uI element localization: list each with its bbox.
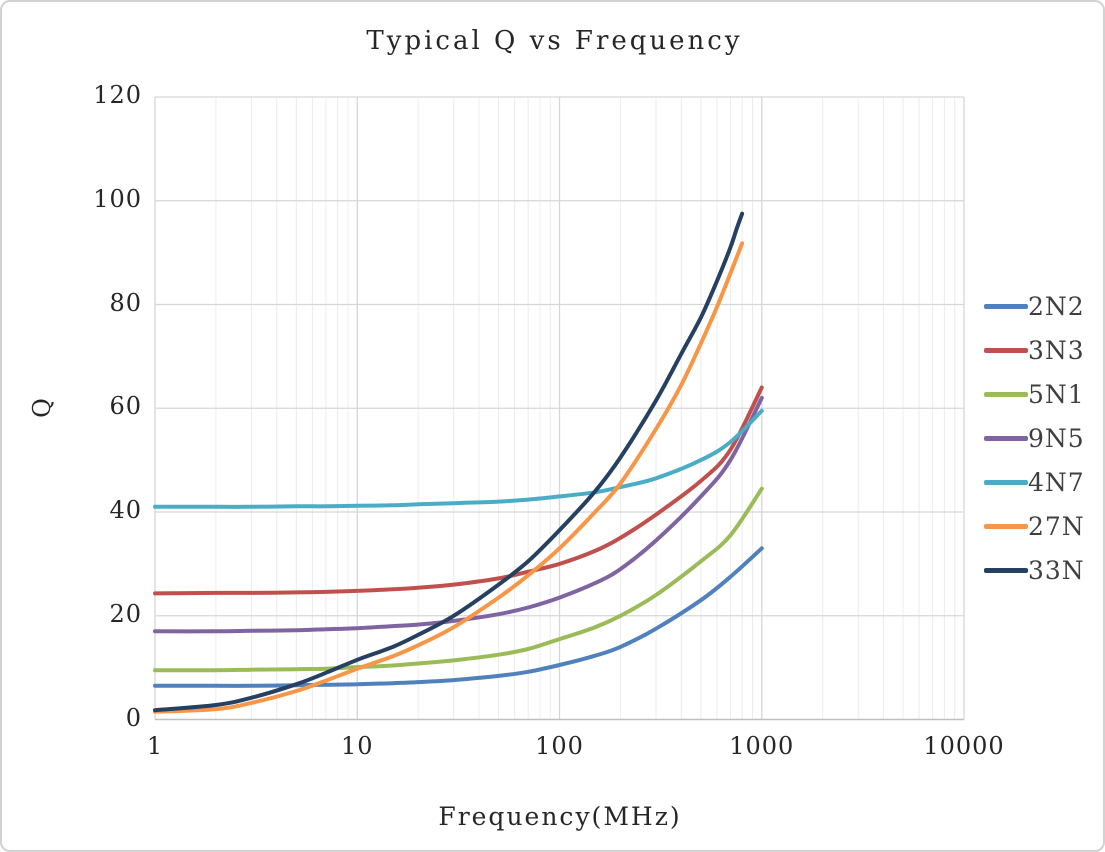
series-line-3N3 bbox=[153, 385, 764, 596]
y-tick-label-0: 0 bbox=[125, 703, 142, 732]
series-line-9N5 bbox=[153, 395, 764, 634]
legend-label-4N7: 4N7 bbox=[1028, 467, 1085, 497]
legend-line-swatch-33N bbox=[984, 567, 1028, 573]
x-tick-label-10000: 10000 bbox=[923, 732, 1005, 760]
y-tick-label-120: 120 bbox=[93, 81, 142, 109]
y-tick-label-100: 100 bbox=[93, 184, 142, 213]
legend-line-swatch-5N1 bbox=[984, 391, 1028, 397]
legend-label-27N: 27N bbox=[1028, 511, 1085, 541]
legend-entry-4N7: 4N7 bbox=[984, 468, 1085, 496]
x-tick-label-1000: 1000 bbox=[729, 732, 795, 760]
legend-entry-3N3: 3N3 bbox=[984, 336, 1085, 364]
legend-entry-5N1: 5N1 bbox=[984, 380, 1085, 408]
legend-label-33N: 33N bbox=[1028, 555, 1085, 585]
x-axis-title: Frequency(MHz) bbox=[438, 802, 682, 831]
legend-entry-33N: 33N bbox=[984, 556, 1085, 584]
x-tick-label-100: 100 bbox=[535, 732, 584, 760]
legend-label-3N3: 3N3 bbox=[1028, 335, 1085, 365]
legend-line-swatch-4N7 bbox=[984, 479, 1028, 485]
legend-line-swatch-2N2 bbox=[984, 303, 1028, 309]
legend-label-5N1: 5N1 bbox=[1028, 379, 1085, 409]
y-tick-label-60: 60 bbox=[109, 392, 142, 421]
legend: 2N2 3N3 5N1 9N5 4N7 27N 33N bbox=[984, 292, 1085, 584]
legend-line-swatch-27N bbox=[984, 523, 1028, 529]
y-tick-label-80: 80 bbox=[109, 288, 142, 317]
series-line-5N1 bbox=[153, 486, 764, 673]
x-tick-label-1: 1 bbox=[146, 732, 164, 760]
y-tick-label-20: 20 bbox=[109, 599, 142, 628]
legend-line-swatch-3N3 bbox=[984, 347, 1028, 353]
legend-entry-2N2: 2N2 bbox=[984, 292, 1085, 320]
legend-entry-9N5: 9N5 bbox=[984, 424, 1085, 452]
y-tick-label-40: 40 bbox=[109, 496, 142, 524]
x-tick-label-10: 10 bbox=[340, 732, 374, 760]
series-line-33N bbox=[153, 211, 745, 713]
y-axis-title: Q bbox=[27, 398, 56, 418]
legend-label-9N5: 9N5 bbox=[1028, 423, 1085, 453]
series-line-2N2 bbox=[153, 546, 764, 688]
series-line-4N7 bbox=[153, 408, 764, 509]
legend-line-swatch-9N5 bbox=[984, 435, 1028, 441]
series-line-27N bbox=[153, 241, 745, 714]
chart-title: Typical Q vs Frequency bbox=[366, 26, 743, 56]
legend-label-2N2: 2N2 bbox=[1028, 291, 1085, 321]
legend-entry-27N: 27N bbox=[984, 512, 1085, 540]
